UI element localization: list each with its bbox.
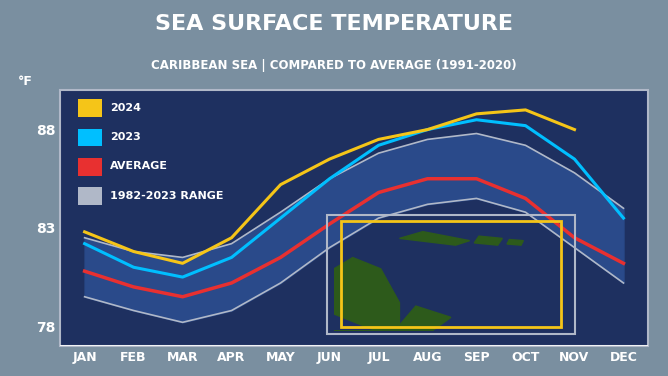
Text: °F: °F	[17, 75, 32, 88]
Text: AVERAGE: AVERAGE	[110, 161, 168, 171]
Polygon shape	[334, 306, 451, 331]
Text: 2024: 2024	[110, 103, 141, 113]
FancyBboxPatch shape	[77, 129, 102, 147]
Text: CARIBBEAN SEA | COMPARED TO AVERAGE (1991-2020): CARIBBEAN SEA | COMPARED TO AVERAGE (199…	[151, 59, 517, 72]
FancyBboxPatch shape	[77, 99, 102, 117]
Text: 2023: 2023	[110, 132, 141, 142]
FancyBboxPatch shape	[77, 158, 102, 176]
Polygon shape	[334, 258, 399, 331]
Polygon shape	[507, 240, 524, 245]
Text: SEA SURFACE TEMPERATURE: SEA SURFACE TEMPERATURE	[155, 14, 513, 35]
FancyBboxPatch shape	[77, 187, 102, 205]
Polygon shape	[399, 232, 470, 245]
Text: 1982-2023 RANGE: 1982-2023 RANGE	[110, 191, 224, 201]
Polygon shape	[474, 236, 502, 245]
